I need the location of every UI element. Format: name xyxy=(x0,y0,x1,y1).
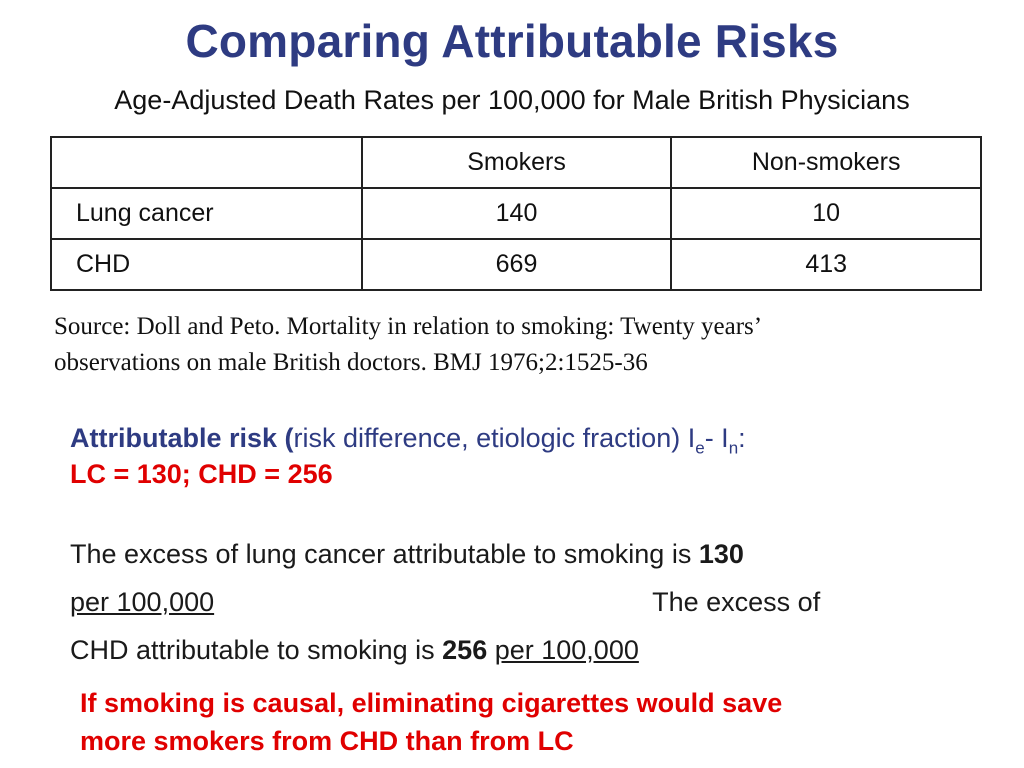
subscript-e: e xyxy=(695,438,705,458)
source-citation: Source: Doll and Peto. Mortality in rela… xyxy=(54,309,1004,381)
attributable-risk-term: Attributable risk ( xyxy=(70,423,294,453)
slide-title: Comparing Attributable Risks xyxy=(185,15,839,67)
excess-lc-unit-line: per 100,000 The excess of xyxy=(70,578,930,626)
attributable-risk-minus: - I xyxy=(704,423,729,453)
excess-explanation: The excess of lung cancer attributable t… xyxy=(70,530,930,674)
excess-lc-text: The excess of lung cancer attributable t… xyxy=(70,539,699,569)
cell-lung-cancer-nonsmokers: 10 xyxy=(670,187,982,240)
attributable-risk-definition: Attributable risk (risk difference, etio… xyxy=(70,420,990,456)
table-row: CHD 669 413 xyxy=(50,238,982,291)
attributable-risk-synonyms: risk difference, etiologic fraction) I xyxy=(293,423,696,453)
excess-chd-unit: per 100,000 xyxy=(494,635,639,665)
conclusion-statement: If smoking is causal, eliminating cigare… xyxy=(80,684,1000,760)
table-header-empty xyxy=(50,136,363,189)
source-line-1: Source: Doll and Peto. Mortality in rela… xyxy=(54,313,763,340)
row-label-chd: CHD xyxy=(50,238,363,291)
excess-lc-value: 130 xyxy=(698,539,744,569)
excess-chd-intro: The excess of xyxy=(652,587,821,617)
death-rates-table: Smokers Non-smokers Lung cancer 140 10 C… xyxy=(50,136,982,291)
cell-lung-cancer-smokers: 140 xyxy=(360,187,673,240)
row-label-lung-cancer: Lung cancer xyxy=(50,187,363,240)
excess-chd-text: CHD attributable to smoking is xyxy=(70,635,443,665)
excess-chd-value: 256 xyxy=(442,635,488,665)
attributable-risk-block: Attributable risk (risk difference, etio… xyxy=(70,420,990,492)
subscript-n: n xyxy=(728,438,739,458)
excess-lc-unit: per 100,000 xyxy=(70,587,215,617)
cell-chd-smokers: 669 xyxy=(360,238,673,291)
attributable-risk-result: LC = 130; CHD = 256 xyxy=(70,459,333,489)
attributable-risk-colon: : xyxy=(738,423,746,453)
conclusion-line-1: If smoking is causal, eliminating cigare… xyxy=(80,688,783,718)
excess-chd-line: CHD attributable to smoking is 256 per 1… xyxy=(70,626,930,674)
source-line-2: observations on male British doctors. BM… xyxy=(54,349,648,376)
cell-chd-nonsmokers: 413 xyxy=(670,238,982,291)
excess-lc-line: The excess of lung cancer attributable t… xyxy=(70,530,930,578)
table-row: Lung cancer 140 10 xyxy=(50,187,982,240)
slide-subtitle: Age-Adjusted Death Rates per 100,000 for… xyxy=(114,85,910,115)
conclusion-line-2: more smokers from CHD than from LC xyxy=(80,726,574,756)
table-header-row: Smokers Non-smokers xyxy=(50,136,982,189)
table-header-nonsmokers: Non-smokers xyxy=(670,136,982,189)
table-header-smokers: Smokers xyxy=(360,136,673,189)
